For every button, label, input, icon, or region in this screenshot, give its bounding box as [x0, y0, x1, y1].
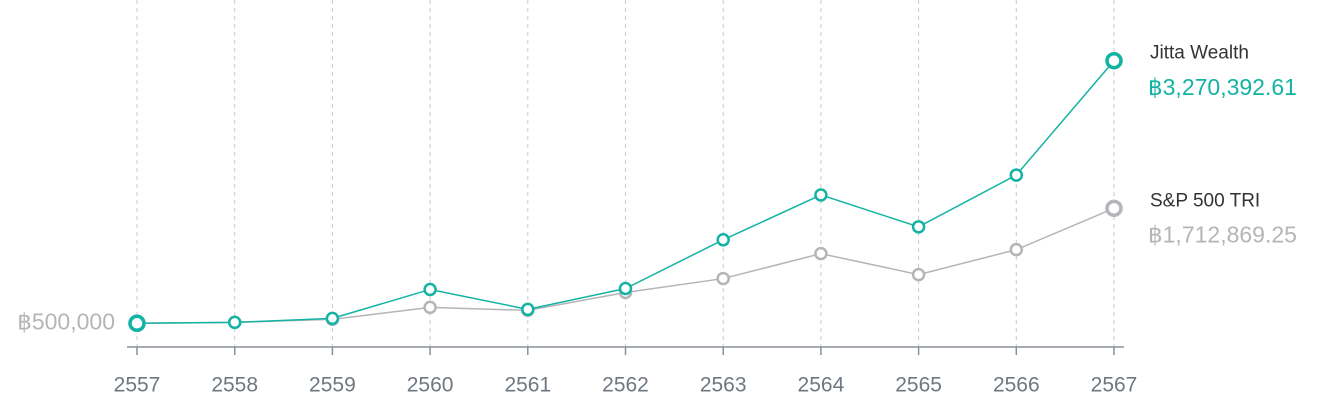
- data-point: [618, 281, 633, 296]
- value-label: ฿1,712,869.25: [1148, 221, 1297, 247]
- x-tick-label: 2557: [114, 374, 161, 397]
- data-point: [1009, 168, 1024, 182]
- x-tick-label: 2558: [211, 374, 258, 397]
- y-tick-label: ฿500,000: [17, 308, 115, 334]
- data-point: [128, 314, 146, 333]
- data-point: [716, 233, 730, 247]
- legend-label: Jitta Wealth: [1150, 43, 1249, 64]
- x-tick-label: 2559: [309, 374, 356, 397]
- data-point: [521, 302, 535, 317]
- data-point: [423, 282, 437, 297]
- data-point: [911, 267, 926, 282]
- x-tick-label: 2563: [700, 374, 747, 397]
- x-tick-label: 2561: [504, 374, 551, 397]
- data-point: [1105, 51, 1123, 70]
- data-point: [716, 271, 730, 286]
- x-tick-label: 2567: [1091, 374, 1138, 397]
- x-tick-label: 2566: [993, 374, 1040, 397]
- data-point: [1009, 242, 1024, 257]
- data-point: [1105, 199, 1123, 218]
- value-label: ฿3,270,392.61: [1148, 74, 1297, 100]
- data-point: [325, 311, 340, 326]
- legend-label: S&P 500 TRI: [1150, 190, 1260, 211]
- x-tick-label: 2560: [407, 374, 454, 397]
- data-point: [423, 300, 437, 315]
- data-point: [814, 188, 828, 202]
- x-tick-label: 2564: [798, 374, 845, 397]
- x-tick-label: 2562: [602, 374, 649, 397]
- data-point: [227, 315, 242, 330]
- x-tick-label: 2565: [895, 374, 942, 397]
- data-point: [911, 220, 926, 234]
- data-point: [814, 246, 828, 261]
